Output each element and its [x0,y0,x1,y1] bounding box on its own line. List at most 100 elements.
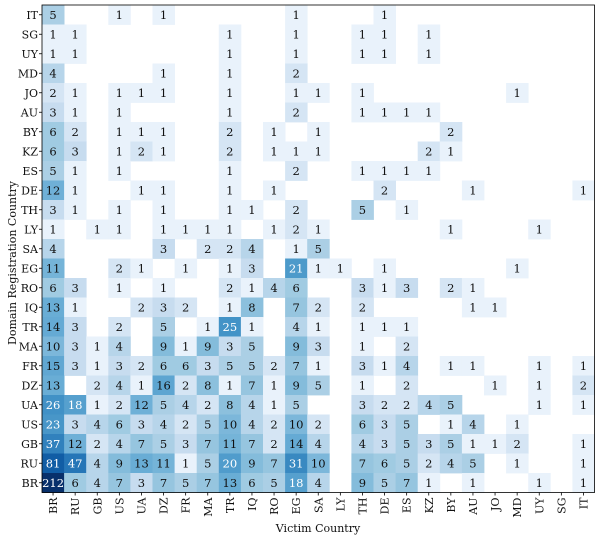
cell-label-RU-MA: 5 [204,456,211,470]
x-axis-title: Victim Country [275,522,361,535]
cell-DZ-UY [528,375,551,396]
y-tick-label-TH: TH [21,204,38,217]
cell-TR-MA [196,317,220,337]
cell-BR-GB [86,473,109,493]
cell-label-RU-IT: 1 [580,456,587,470]
x-tick-label-BY: BY [445,497,458,513]
cell-MA-SA [307,336,330,357]
cell-SG-KZ [417,24,441,45]
cell-label-GB-US: 4 [116,437,123,451]
cell-FR-ES [395,356,419,376]
cell-label-TR-BR: 14 [46,320,61,334]
cell-label-BR-ES: 7 [403,476,410,490]
cell-BY-RO [263,122,286,142]
cell-label-GB-TH: 4 [359,437,366,451]
x-tick-label-UY: UY [533,497,546,514]
cell-label-DE-UA: 1 [138,183,145,197]
x-tick-label-DZ: DZ [158,497,171,514]
cell-label-KZ-RU: 3 [71,144,78,158]
cell-label-IT-US: 1 [116,8,123,22]
cell-US-EG [285,414,308,435]
cell-label-ES-TR: 1 [226,164,233,178]
cell-label-TH-US: 1 [116,203,123,217]
cell-label-MA-GB: 1 [94,339,101,353]
cell-label-BR-UA: 3 [138,476,145,490]
cell-label-GB-UA: 7 [138,437,145,451]
cell-SG-EG [285,24,308,45]
cell-label-BY-RO: 1 [270,125,277,139]
cell-label-MA-IQ: 5 [248,339,255,353]
cell-UA-MA [196,395,220,415]
cell-label-JO-RU: 1 [71,86,78,100]
cell-DZ-ES [395,375,419,396]
cell-label-GB-MA: 7 [204,437,211,451]
cell-label-UA-BR: 26 [46,398,61,412]
cell-RU-KZ [417,453,441,474]
cell-EG-FR [174,258,198,279]
cell-FR-BR [42,356,65,376]
cell-MD-BR [42,63,65,84]
cell-FR-EG [285,356,308,376]
cell-label-MA-US: 4 [116,339,123,353]
cell-BR-RU [64,473,87,493]
cell-label-BR-SA: 4 [315,476,322,490]
cell-FR-RU [64,356,87,376]
cell-label-GB-IQ: 7 [248,437,255,451]
cell-label-SG-TH: 1 [359,27,366,41]
cell-FR-DE [373,356,396,376]
cell-US-MA [196,414,220,435]
cell-label-EG-BR: 11 [46,261,61,275]
cell-BY-TR [218,122,242,142]
cell-label-BR-GB: 4 [94,476,101,490]
y-tick-label-IT: IT [26,9,38,22]
cell-UA-US [108,395,131,415]
cell-FR-IT [572,356,595,376]
cell-label-US-DZ: 4 [160,417,167,431]
cell-TR-ES [395,317,419,337]
cell-LY-EG [285,219,308,240]
cell-TH-RU [64,200,87,220]
cell-label-IQ-TR: 1 [226,300,233,314]
cell-label-SA-DZ: 3 [160,242,167,256]
cell-label-MA-DZ: 9 [160,339,167,353]
cell-RU-RO [263,453,286,474]
cell-label-RU-SA: 10 [311,456,326,470]
cell-MA-TR [218,336,242,357]
y-tick-label-BR: BR [22,477,39,490]
cell-IT-US [108,5,131,25]
cell-label-SG-TR: 1 [226,27,233,41]
cell-label-RO-RU: 3 [71,281,78,295]
cell-US-GB [86,414,109,435]
cell-US-RU [64,414,87,435]
cell-label-TH-IQ: 1 [248,203,255,217]
cell-label-BR-AU: 1 [469,476,476,490]
cell-FR-DZ [152,356,175,376]
cell-RO-US [108,278,131,298]
cell-label-UA-FR: 4 [182,398,189,412]
cell-KZ-RO [263,141,286,162]
cell-UA-IT [572,395,595,415]
cell-label-LY-TR: 1 [226,222,233,236]
cell-US-TH [351,414,374,435]
cell-TR-SA [307,317,330,337]
cell-US-FR [174,414,198,435]
cell-label-FR-BR: 15 [46,359,61,373]
cell-label-JO-BR: 2 [49,86,56,100]
cell-label-UA-ES: 2 [403,398,410,412]
cell-EG-UA [130,258,153,279]
cell-label-UY-EG: 1 [292,47,299,61]
cell-US-US [108,414,131,435]
cell-BR-ES [395,473,419,493]
cell-label-RU-IQ: 9 [248,456,255,470]
x-tick-label-UA: UA [135,496,148,514]
cell-BR-US [108,473,131,493]
cell-RU-DZ [152,453,175,474]
cell-label-FR-BY: 1 [447,359,454,373]
cell-EG-DE [373,258,396,279]
cell-BR-IQ [240,473,264,493]
y-tick-label-SA: SA [23,243,40,256]
cell-label-US-UA: 3 [138,417,145,431]
cell-BY-UA [130,122,153,142]
cell-SG-RU [64,24,87,45]
cell-EG-EG [285,258,308,279]
